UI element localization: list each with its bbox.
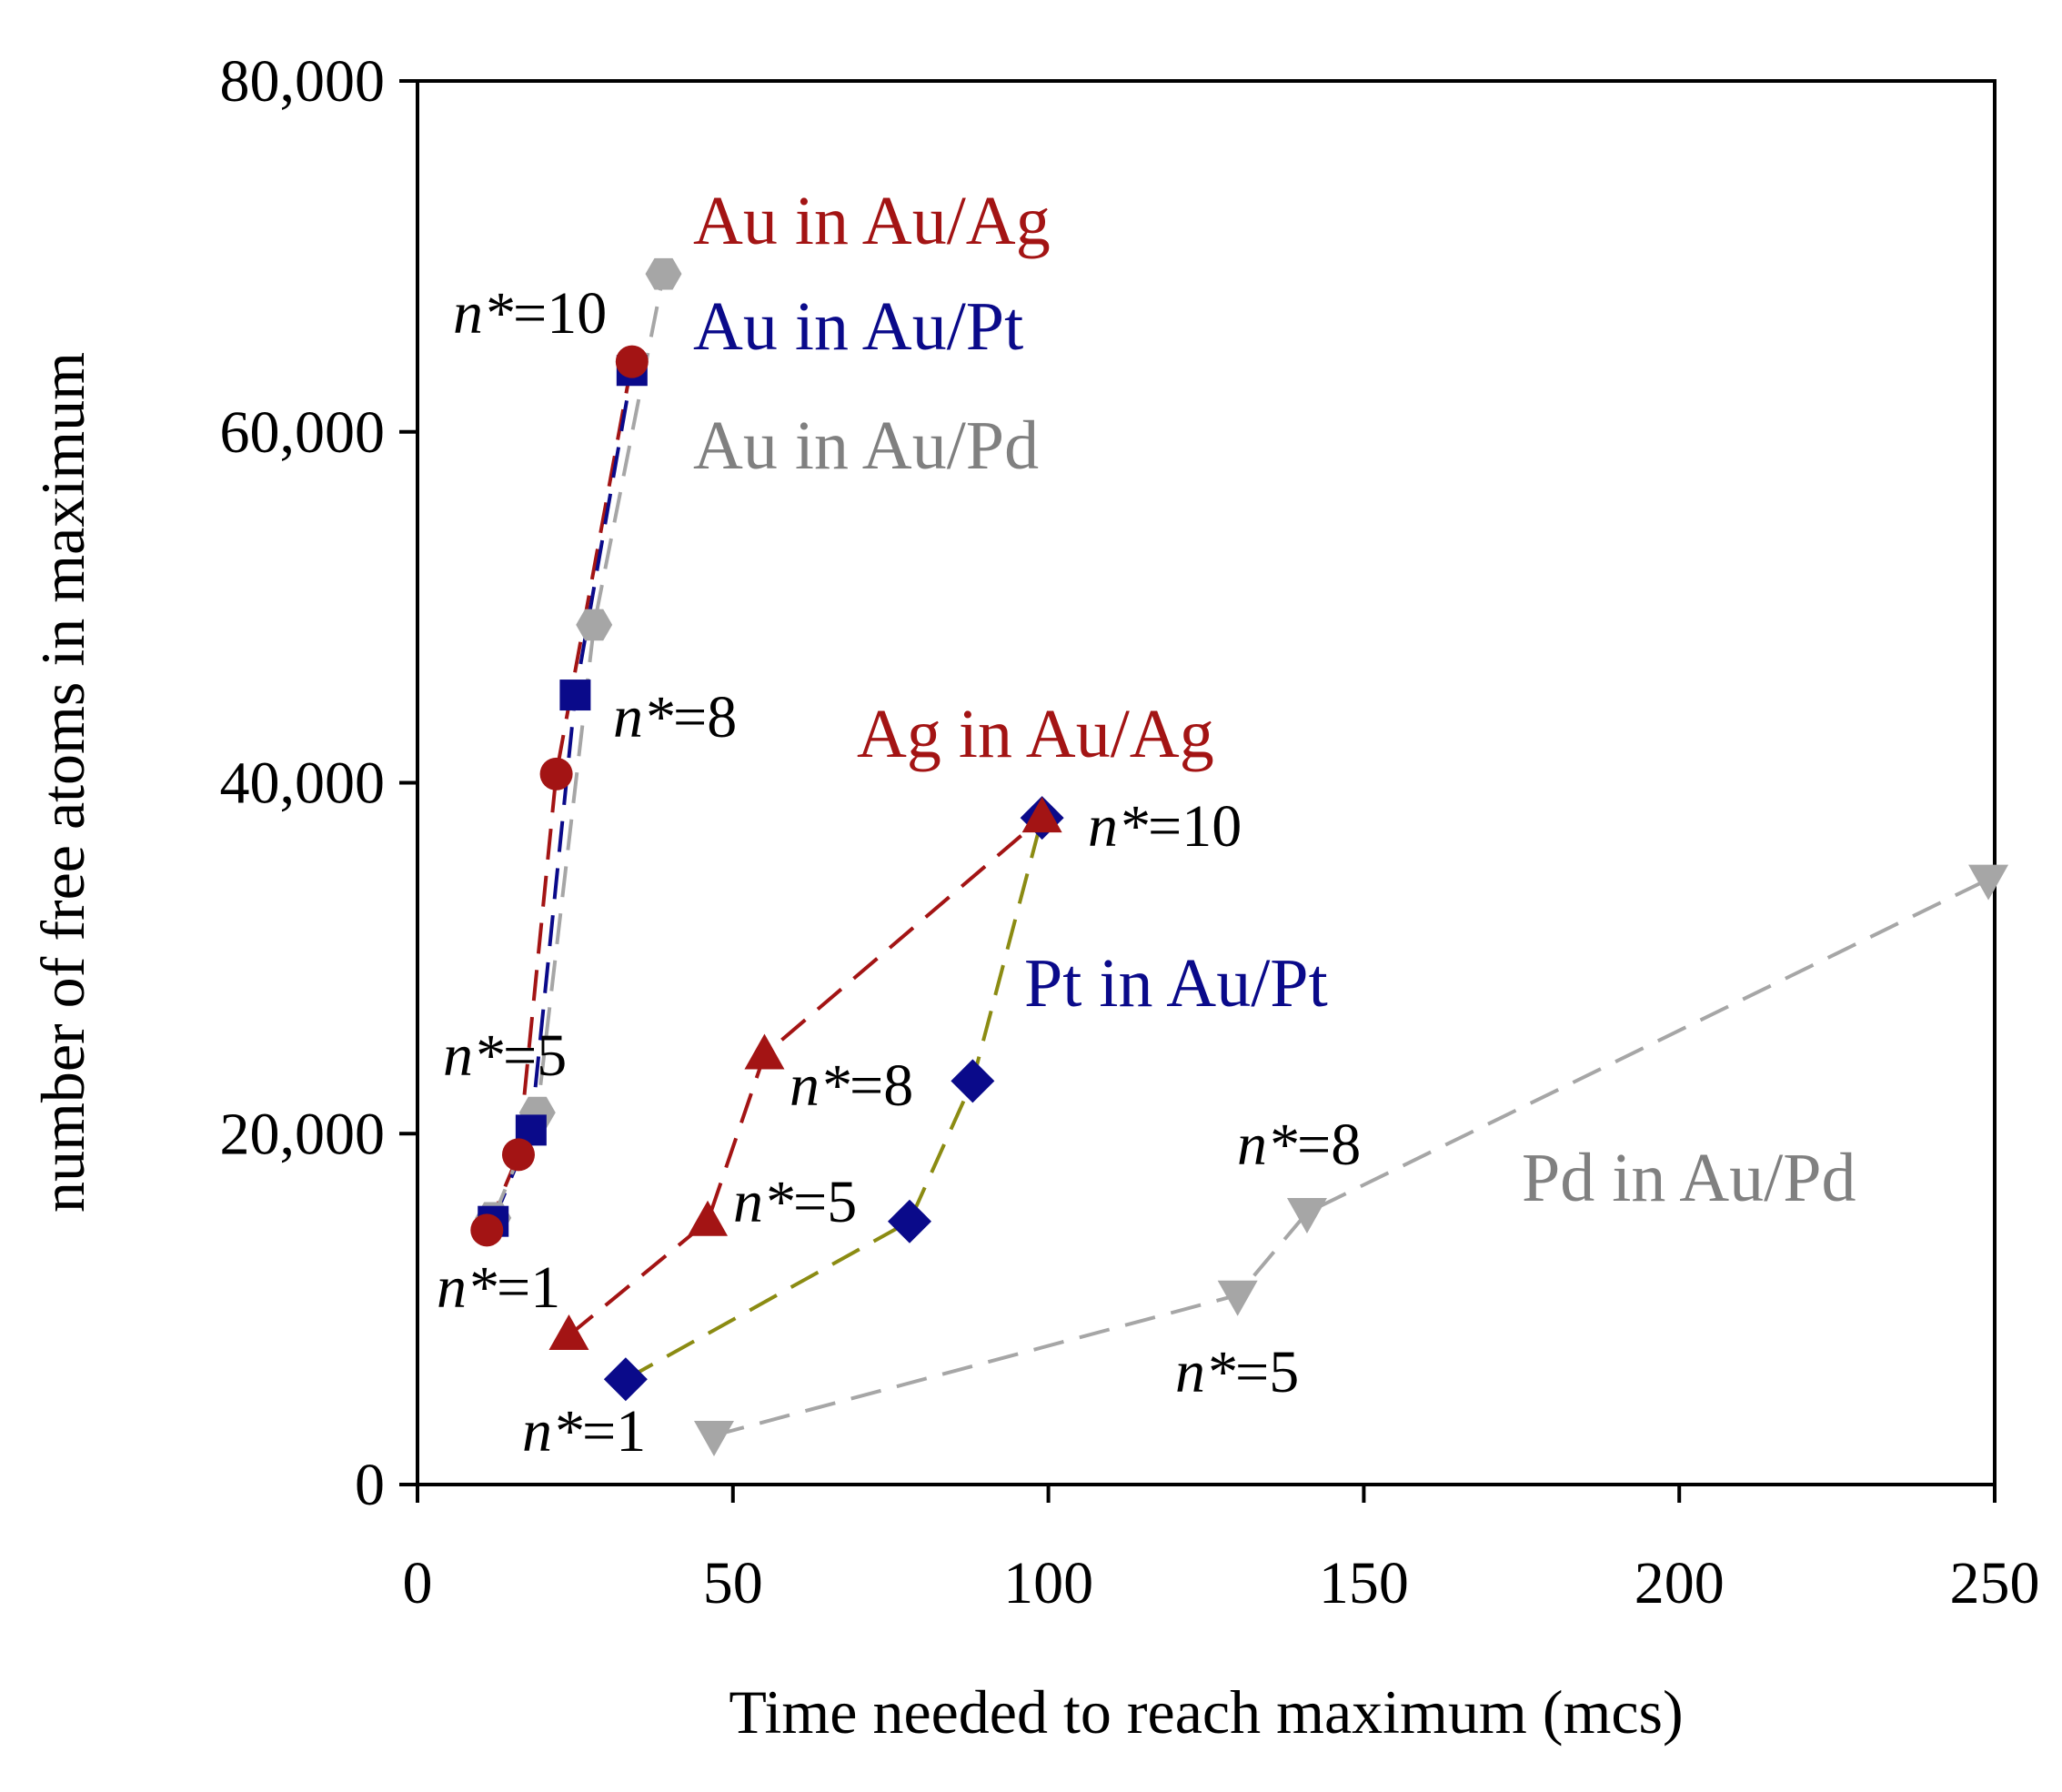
label-au-in-aupd: Au in Au/Pd xyxy=(693,408,1039,484)
x-ticks: 0 50 100 150 200 250 xyxy=(403,1485,2040,1616)
annot-n5-mid: n*=5 xyxy=(733,1169,857,1235)
point-triangle-down-5-1 xyxy=(1217,1280,1258,1316)
annot-n5-left: n*=5 xyxy=(443,1022,567,1089)
series-markers xyxy=(470,257,2009,1456)
y-tick-label: 60,000 xyxy=(220,399,386,466)
point-circle-0-0 xyxy=(470,1213,504,1247)
annot-n1-left: n*=1 xyxy=(437,1254,560,1321)
point-triangle-down-5-3 xyxy=(1968,864,2009,901)
y-axis-title: number of free atoms in maximum xyxy=(28,352,97,1213)
label-pt-in-aupt: Pt in Au/Pt xyxy=(1024,945,1328,1022)
point-circle-0-2 xyxy=(539,757,573,790)
point-circle-0-1 xyxy=(501,1138,535,1172)
point-triangle-up-3-1 xyxy=(688,1200,729,1236)
point-hexagon-2-2 xyxy=(576,609,613,641)
point-diamond-4-1 xyxy=(888,1199,932,1243)
point-triangle-up-3-3 xyxy=(1021,797,1062,833)
x-tick-label: 0 xyxy=(403,1550,433,1616)
annot-n8-mid: n*=8 xyxy=(790,1052,913,1119)
point-diamond-4-0 xyxy=(603,1357,648,1402)
series-line-0 xyxy=(485,361,634,1232)
label-pd-in-aupd: Pd in Au/Pd xyxy=(1522,1140,1856,1216)
series-line-4 xyxy=(624,817,1044,1382)
annot-n8-right: n*=8 xyxy=(1237,1112,1361,1178)
point-triangle-up-3-2 xyxy=(744,1033,785,1070)
y-tick-label: 20,000 xyxy=(220,1101,386,1167)
series-line-3 xyxy=(568,816,1043,1337)
series-line-5 xyxy=(713,877,1989,1437)
point-triangle-up-3-0 xyxy=(548,1314,589,1351)
x-tick-label: 250 xyxy=(1950,1550,2040,1616)
x-tick-label: 50 xyxy=(703,1550,763,1616)
point-circle-0-3 xyxy=(615,345,649,378)
label-ag-in-auag: Ag in Au/Ag xyxy=(857,696,1214,772)
x-axis-title: Time needed to reach maximum (mcs) xyxy=(729,1677,1683,1747)
label-au-in-aupt: Au in Au/Pt xyxy=(693,288,1023,365)
point-triangle-down-5-0 xyxy=(693,1420,734,1456)
annot-n8-left: n*=8 xyxy=(613,684,737,750)
annot-n5-right: n*=5 xyxy=(1175,1339,1299,1405)
plot-frame xyxy=(416,79,1997,1486)
y-ticks: 0 20,000 40,000 60,000 80,000 xyxy=(220,48,417,1518)
point-diamond-4-2 xyxy=(951,1059,995,1103)
point-hexagon-2-3 xyxy=(645,257,682,290)
y-tick-label: 40,000 xyxy=(220,750,386,817)
label-au-in-auag: Au in Au/Ag xyxy=(693,183,1051,259)
annot-n1-mid: n*=1 xyxy=(522,1398,646,1465)
point-square-1-2 xyxy=(559,680,591,711)
annot-n10-left: n*=10 xyxy=(453,280,607,347)
x-tick-label: 100 xyxy=(1003,1550,1093,1616)
series-line-1 xyxy=(491,369,634,1223)
annot-n10-mid: n*=10 xyxy=(1088,793,1242,860)
x-tick-label: 150 xyxy=(1319,1550,1409,1616)
y-tick-label: 80,000 xyxy=(220,48,386,115)
x-tick-label: 200 xyxy=(1635,1550,1725,1616)
point-triangle-down-5-2 xyxy=(1286,1198,1327,1234)
y-tick-label: 0 xyxy=(355,1452,385,1518)
